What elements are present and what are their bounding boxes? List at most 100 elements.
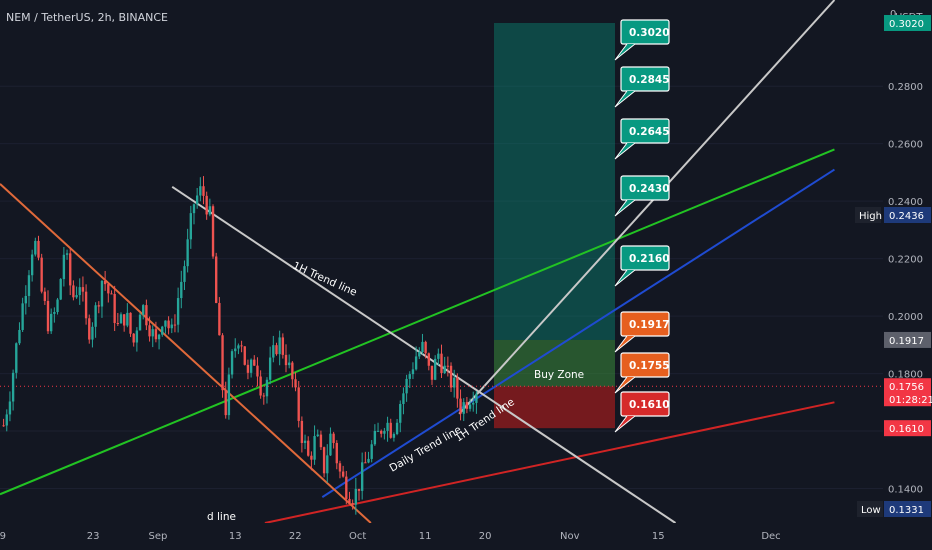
candle-body	[338, 463, 342, 472]
candle-body	[313, 436, 316, 460]
price-label-value: 0.1610	[889, 424, 924, 435]
candle-body	[259, 376, 262, 396]
candle-body	[345, 476, 348, 499]
red-trend-line	[264, 401, 835, 524]
candle-body	[186, 239, 189, 267]
candle-body	[199, 186, 202, 196]
candle-body	[399, 404, 402, 423]
candle-body	[78, 287, 81, 296]
candle-body	[427, 353, 430, 366]
x-tick-label: 22	[289, 531, 302, 542]
price-label-bg	[884, 420, 931, 437]
candle-body	[234, 348, 237, 352]
tag-value: 0.2645	[629, 126, 670, 138]
high-value: 0.2436	[889, 211, 924, 222]
candle-body	[142, 305, 145, 315]
price-axis: USDT 0 0.14000.16000.18000.20000.22000.2…	[855, 0, 932, 550]
candle-body	[281, 337, 285, 355]
target-tags: 0.3020 0.2845 0.2645 0.2430 0.2160 0.1917 0.17…	[614, 19, 670, 433]
candle-body	[310, 455, 313, 460]
candle-body	[294, 379, 297, 388]
price-label-value: 0.1756	[889, 382, 924, 393]
candle-body	[392, 434, 396, 438]
x-tick-label: Sep	[149, 531, 168, 542]
candle-body	[408, 374, 411, 379]
candle-body	[300, 420, 304, 443]
price-label-value: 0.1917	[889, 336, 924, 347]
candle-body	[88, 318, 91, 340]
x-tick-labels: 9 23 Sep 13 22 Oct 11 20 Nov 15 Dec	[0, 531, 781, 542]
price-label-bg	[884, 331, 931, 348]
candle-body	[215, 256, 218, 303]
candle-body	[307, 440, 310, 456]
candle-body	[253, 359, 256, 366]
candle-body	[227, 374, 231, 416]
entry-tag-2: 0.1755	[614, 352, 670, 394]
stop-tag: 0.1610	[614, 391, 670, 433]
price-labels: 0.3020 0.1917 0.1756 01:28:21 0.1610	[884, 14, 932, 437]
tag-pointer	[614, 335, 636, 353]
candle-body	[418, 352, 421, 357]
candle-body	[364, 462, 367, 464]
candle-body	[249, 359, 253, 373]
candle-body	[167, 320, 170, 329]
tag-value: 0.2430	[629, 183, 670, 195]
entry-tag-1: 0.1917	[614, 311, 670, 353]
candle-body	[30, 254, 34, 276]
candle-body	[459, 398, 462, 414]
candle-body	[380, 430, 383, 434]
x-tick-label: 23	[87, 531, 100, 542]
tag-value: 0.3020	[629, 27, 670, 39]
candle-body	[8, 401, 12, 415]
candle-body	[322, 447, 326, 474]
candle-body	[218, 302, 221, 336]
candle-body	[395, 422, 399, 435]
x-tick-label: 20	[479, 531, 492, 542]
candle-body	[326, 455, 329, 474]
candle-body	[376, 430, 380, 432]
candle-body	[237, 345, 240, 349]
candle-body	[72, 285, 75, 298]
tag-box	[620, 311, 670, 337]
candle-body	[449, 365, 453, 388]
candle-body	[5, 414, 8, 426]
candle-body	[316, 434, 319, 437]
target-tag-5: 0.2160	[614, 245, 670, 287]
candle-body	[81, 287, 85, 292]
candle-body	[430, 365, 434, 380]
candle-body	[151, 329, 154, 337]
candle-body	[411, 369, 415, 375]
candle-body	[103, 280, 107, 285]
candle-body	[69, 253, 72, 286]
candle-body	[475, 393, 478, 403]
candle-body	[164, 320, 167, 327]
tag-pointer	[614, 376, 636, 394]
candle-body	[402, 393, 405, 405]
candle-body	[110, 293, 113, 295]
candle-body	[446, 365, 450, 367]
candle-body	[84, 291, 88, 319]
tag-box	[620, 66, 670, 92]
high-label: High	[859, 211, 882, 222]
candle-body	[180, 281, 183, 299]
x-tick-label: 13	[229, 531, 242, 542]
candle-body	[94, 305, 97, 327]
candle-body	[284, 354, 288, 366]
candle-body	[135, 330, 139, 343]
candle-body	[443, 365, 446, 374]
candle-body	[59, 279, 62, 300]
y-tick-label: 0.1800	[888, 370, 923, 381]
blue-daily-trend-line	[321, 168, 835, 498]
candle-body	[113, 293, 116, 324]
price-label: 0.1917	[884, 331, 931, 348]
candle-body	[27, 275, 31, 296]
candle-body	[405, 378, 408, 394]
tag-box	[620, 391, 670, 417]
candle-body	[119, 314, 123, 324]
candle-body	[348, 498, 351, 503]
y-tick-label: 0.2800	[888, 82, 923, 93]
trade-zones	[494, 22, 615, 429]
candle-body	[370, 444, 373, 459]
candle-body	[145, 305, 148, 326]
